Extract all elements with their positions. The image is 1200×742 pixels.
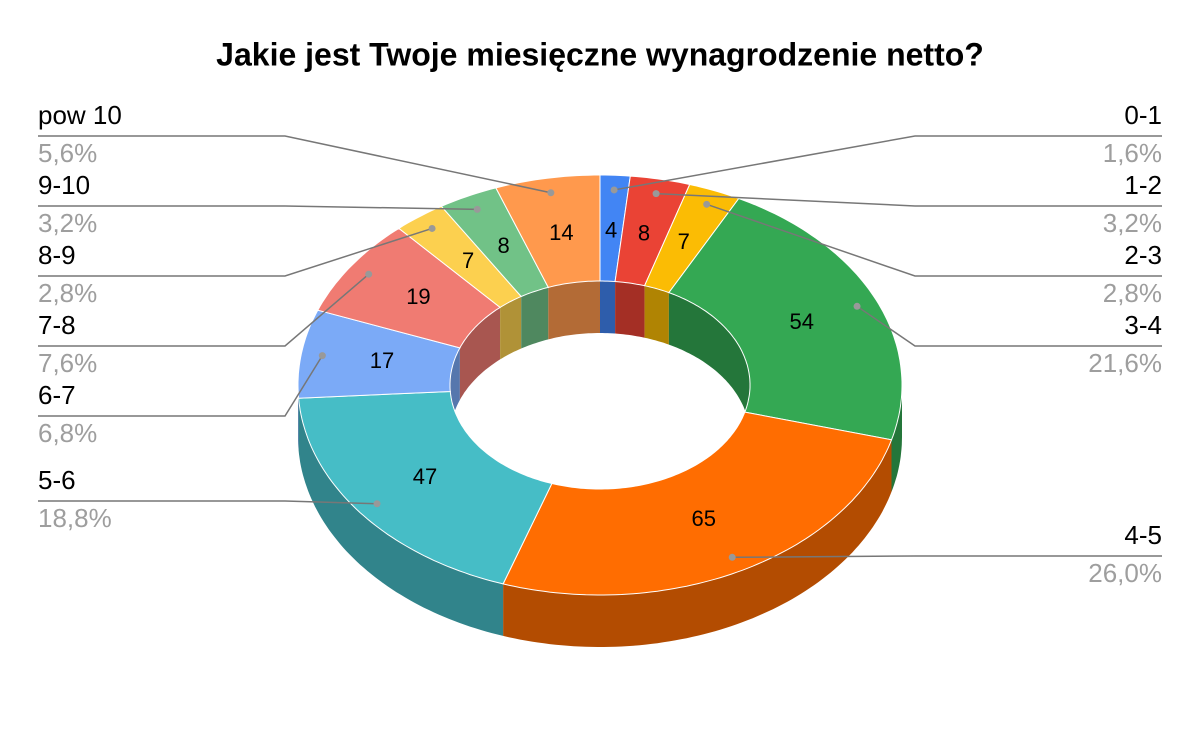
slice-inner-wall bbox=[548, 281, 600, 340]
data-label: 8 bbox=[638, 221, 650, 246]
category-label: 8-9 bbox=[38, 240, 76, 270]
category-label: 6-7 bbox=[38, 380, 76, 410]
slice-inner-wall bbox=[615, 281, 645, 338]
data-label: 54 bbox=[790, 309, 814, 334]
percent-label: 3,2% bbox=[1103, 208, 1162, 238]
leader-dot bbox=[728, 553, 736, 561]
data-label: 14 bbox=[549, 220, 573, 245]
percent-label: 2,8% bbox=[1103, 278, 1162, 308]
leader-line bbox=[38, 135, 551, 194]
leader-dot bbox=[318, 352, 326, 360]
leader-line bbox=[38, 273, 370, 347]
percent-label: 7,6% bbox=[38, 348, 97, 378]
slice-side bbox=[298, 398, 504, 636]
category-label: 1-2 bbox=[1124, 170, 1162, 200]
chart-title: Jakie jest Twoje miesięczne wynagrodzeni… bbox=[216, 36, 984, 72]
data-label: 7 bbox=[462, 248, 474, 273]
leader-dot bbox=[473, 205, 481, 213]
leader-dot bbox=[373, 500, 381, 508]
data-label: 19 bbox=[406, 284, 430, 309]
leader-dot bbox=[428, 224, 436, 232]
category-label: 7-8 bbox=[38, 310, 76, 340]
slice-inner-wall bbox=[600, 281, 616, 334]
percent-label: 18,8% bbox=[38, 503, 112, 533]
leader-line bbox=[38, 500, 378, 505]
category-label: 4-5 bbox=[1124, 520, 1162, 550]
leader-line bbox=[38, 355, 323, 417]
percent-label: 3,2% bbox=[38, 208, 97, 238]
category-label: 0-1 bbox=[1124, 100, 1162, 130]
category-label: 5-6 bbox=[38, 465, 76, 495]
category-label: 3-4 bbox=[1124, 310, 1162, 340]
leader-line bbox=[656, 192, 1162, 207]
leader-line bbox=[613, 135, 1162, 191]
data-label: 47 bbox=[413, 464, 437, 489]
leader-dot bbox=[547, 189, 555, 197]
leader-dot bbox=[610, 186, 618, 194]
data-label: 65 bbox=[692, 506, 716, 531]
slice-inner-wall bbox=[500, 296, 522, 360]
data-label: 8 bbox=[498, 233, 510, 258]
slice-inner-wall bbox=[459, 307, 501, 400]
slice bbox=[495, 174, 601, 288]
leader-dot bbox=[365, 270, 373, 278]
slice-inner-wall bbox=[668, 292, 750, 437]
percent-label: 2,8% bbox=[38, 278, 97, 308]
leader-dot bbox=[652, 190, 660, 198]
category-label: 2-3 bbox=[1124, 240, 1162, 270]
category-label: 9-10 bbox=[38, 170, 90, 200]
category-label: pow 10 bbox=[38, 100, 122, 130]
leader-line bbox=[732, 555, 1162, 559]
percent-label: 1,6% bbox=[1103, 138, 1162, 168]
data-label: 4 bbox=[605, 218, 617, 243]
slice-inner-wall bbox=[521, 287, 549, 349]
slice-side bbox=[891, 385, 902, 492]
data-label: 17 bbox=[370, 348, 394, 373]
data-label: 7 bbox=[678, 229, 690, 254]
percent-label: 6,8% bbox=[38, 418, 97, 448]
percent-label: 5,6% bbox=[38, 138, 97, 168]
percent-label: 26,0% bbox=[1088, 558, 1162, 588]
leader-dot bbox=[853, 302, 861, 310]
slice-inner-wall bbox=[644, 285, 669, 345]
leader-line bbox=[38, 205, 478, 211]
leader-line bbox=[856, 305, 1162, 347]
leader-dot bbox=[703, 200, 711, 208]
leader-line bbox=[706, 203, 1162, 277]
percent-label: 21,6% bbox=[1088, 348, 1162, 378]
leader-line bbox=[38, 227, 433, 277]
